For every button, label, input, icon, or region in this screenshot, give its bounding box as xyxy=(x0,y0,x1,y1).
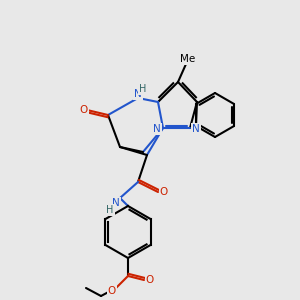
Text: N: N xyxy=(153,124,161,134)
Text: O: O xyxy=(108,286,116,296)
Text: H: H xyxy=(139,84,147,94)
Text: Me: Me xyxy=(180,54,196,64)
Text: O: O xyxy=(146,275,154,285)
Text: N: N xyxy=(112,198,120,208)
Text: O: O xyxy=(80,105,88,115)
Text: H: H xyxy=(106,205,114,215)
Text: N: N xyxy=(192,124,200,134)
Text: N: N xyxy=(134,89,142,99)
Text: O: O xyxy=(160,187,168,197)
